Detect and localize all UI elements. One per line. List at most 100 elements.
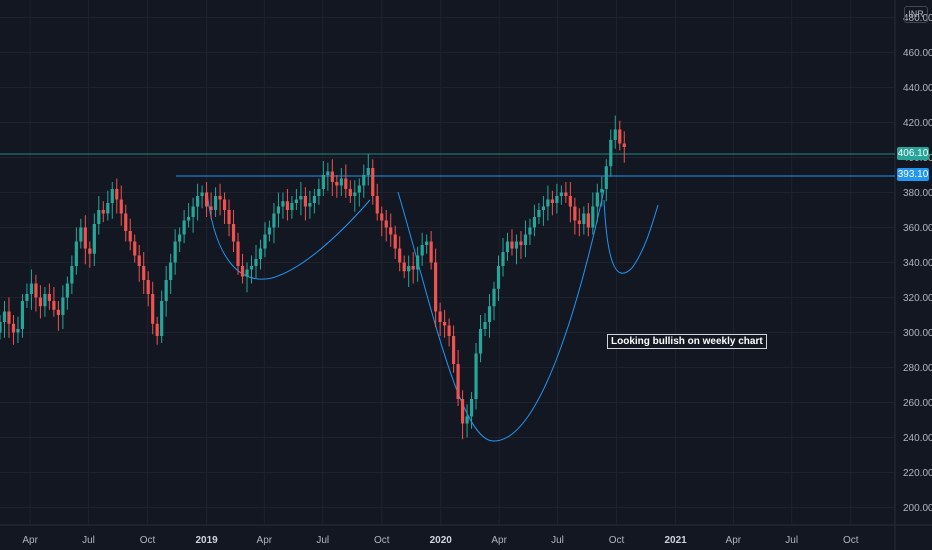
candle-body — [339, 178, 343, 186]
candle-body — [101, 210, 105, 214]
candle-body — [218, 196, 222, 200]
candle — [227, 199, 231, 237]
candle — [600, 176, 604, 207]
chart-annotation[interactable]: Looking bullish on weekly chart — [607, 334, 767, 349]
candle-body — [124, 213, 128, 231]
candle-body — [402, 262, 406, 272]
candle-body — [591, 206, 595, 228]
candle-body — [407, 266, 411, 272]
candle-body — [487, 306, 492, 322]
candle-body — [474, 353, 478, 399]
candle — [182, 210, 186, 244]
candle — [407, 255, 411, 287]
x-tick-label: 2020 — [430, 535, 453, 546]
candle-body — [447, 325, 451, 336]
candle-body — [613, 129, 617, 140]
candle — [357, 178, 361, 207]
candle-body — [335, 182, 339, 186]
candle — [519, 231, 523, 259]
candle-body — [272, 213, 276, 228]
candle-body — [330, 171, 334, 182]
candle-body — [600, 189, 604, 193]
candle — [7, 297, 11, 338]
y-tick-label: 220.00 — [903, 468, 932, 479]
candle — [416, 246, 420, 282]
candle-body — [249, 266, 254, 270]
candle-body — [501, 252, 505, 266]
currency-label[interactable]: INR — [904, 6, 928, 23]
candle-body — [213, 196, 218, 210]
candle — [451, 325, 456, 373]
candle-body — [299, 196, 303, 200]
candle-body — [303, 196, 307, 207]
candle — [402, 255, 406, 279]
y-tick-label: 460.00 — [903, 48, 932, 59]
candle — [74, 227, 78, 275]
candle — [582, 206, 586, 235]
x-tick-label: Jul — [785, 535, 798, 546]
candle — [564, 182, 568, 203]
candle-body — [182, 220, 186, 235]
candle-body — [263, 234, 267, 249]
level-price-tag: 393.10 — [897, 168, 929, 181]
candle — [505, 232, 510, 261]
candle-body — [537, 210, 541, 217]
candle — [420, 232, 424, 266]
candle — [70, 255, 74, 294]
candle — [537, 203, 541, 224]
candle-body — [258, 248, 263, 259]
candle — [213, 187, 218, 217]
candle-body — [622, 143, 626, 147]
candle — [618, 120, 622, 151]
candle-body — [393, 234, 397, 249]
candle-body — [523, 234, 528, 245]
candle — [11, 315, 16, 345]
candle-body — [290, 203, 294, 210]
y-tick-label: 200.00 — [903, 503, 932, 514]
x-tick-label: Jul — [82, 535, 95, 546]
candle-body — [2, 311, 7, 322]
candle — [164, 266, 168, 317]
candle — [555, 183, 559, 214]
candle-body — [47, 294, 52, 301]
y-tick-label: 300.00 — [903, 328, 932, 339]
candle — [191, 197, 195, 233]
candle — [411, 252, 415, 284]
candle — [119, 185, 123, 226]
y-tick-label: 440.00 — [903, 83, 932, 94]
candle — [0, 315, 2, 340]
candle — [56, 301, 60, 331]
candle — [263, 222, 267, 258]
candle-body — [52, 301, 56, 310]
candle — [65, 276, 69, 310]
candle-body — [209, 206, 213, 210]
candle — [523, 220, 528, 258]
candle-body — [160, 301, 164, 336]
candle-body — [555, 196, 559, 203]
candle — [196, 183, 200, 221]
candle — [398, 236, 402, 272]
candle — [443, 309, 447, 338]
x-tick-label: Apr — [22, 535, 38, 546]
candle — [348, 180, 352, 203]
candle — [294, 189, 299, 210]
candle-body — [443, 322, 447, 326]
candle — [245, 262, 249, 293]
candle — [389, 213, 393, 247]
candle — [344, 164, 348, 198]
candle-body — [0, 322, 2, 333]
candle — [124, 204, 128, 242]
candle-body — [56, 309, 60, 315]
candle — [83, 215, 87, 265]
candle-body — [146, 280, 150, 294]
candle-body — [380, 213, 384, 221]
candle — [258, 239, 263, 270]
candle — [204, 182, 209, 217]
candle-body — [70, 266, 74, 284]
last-price-tag: 406.10 — [897, 147, 929, 160]
candle-body — [236, 241, 240, 266]
candle-body — [541, 206, 546, 210]
candle — [249, 255, 254, 284]
candle — [137, 245, 141, 282]
